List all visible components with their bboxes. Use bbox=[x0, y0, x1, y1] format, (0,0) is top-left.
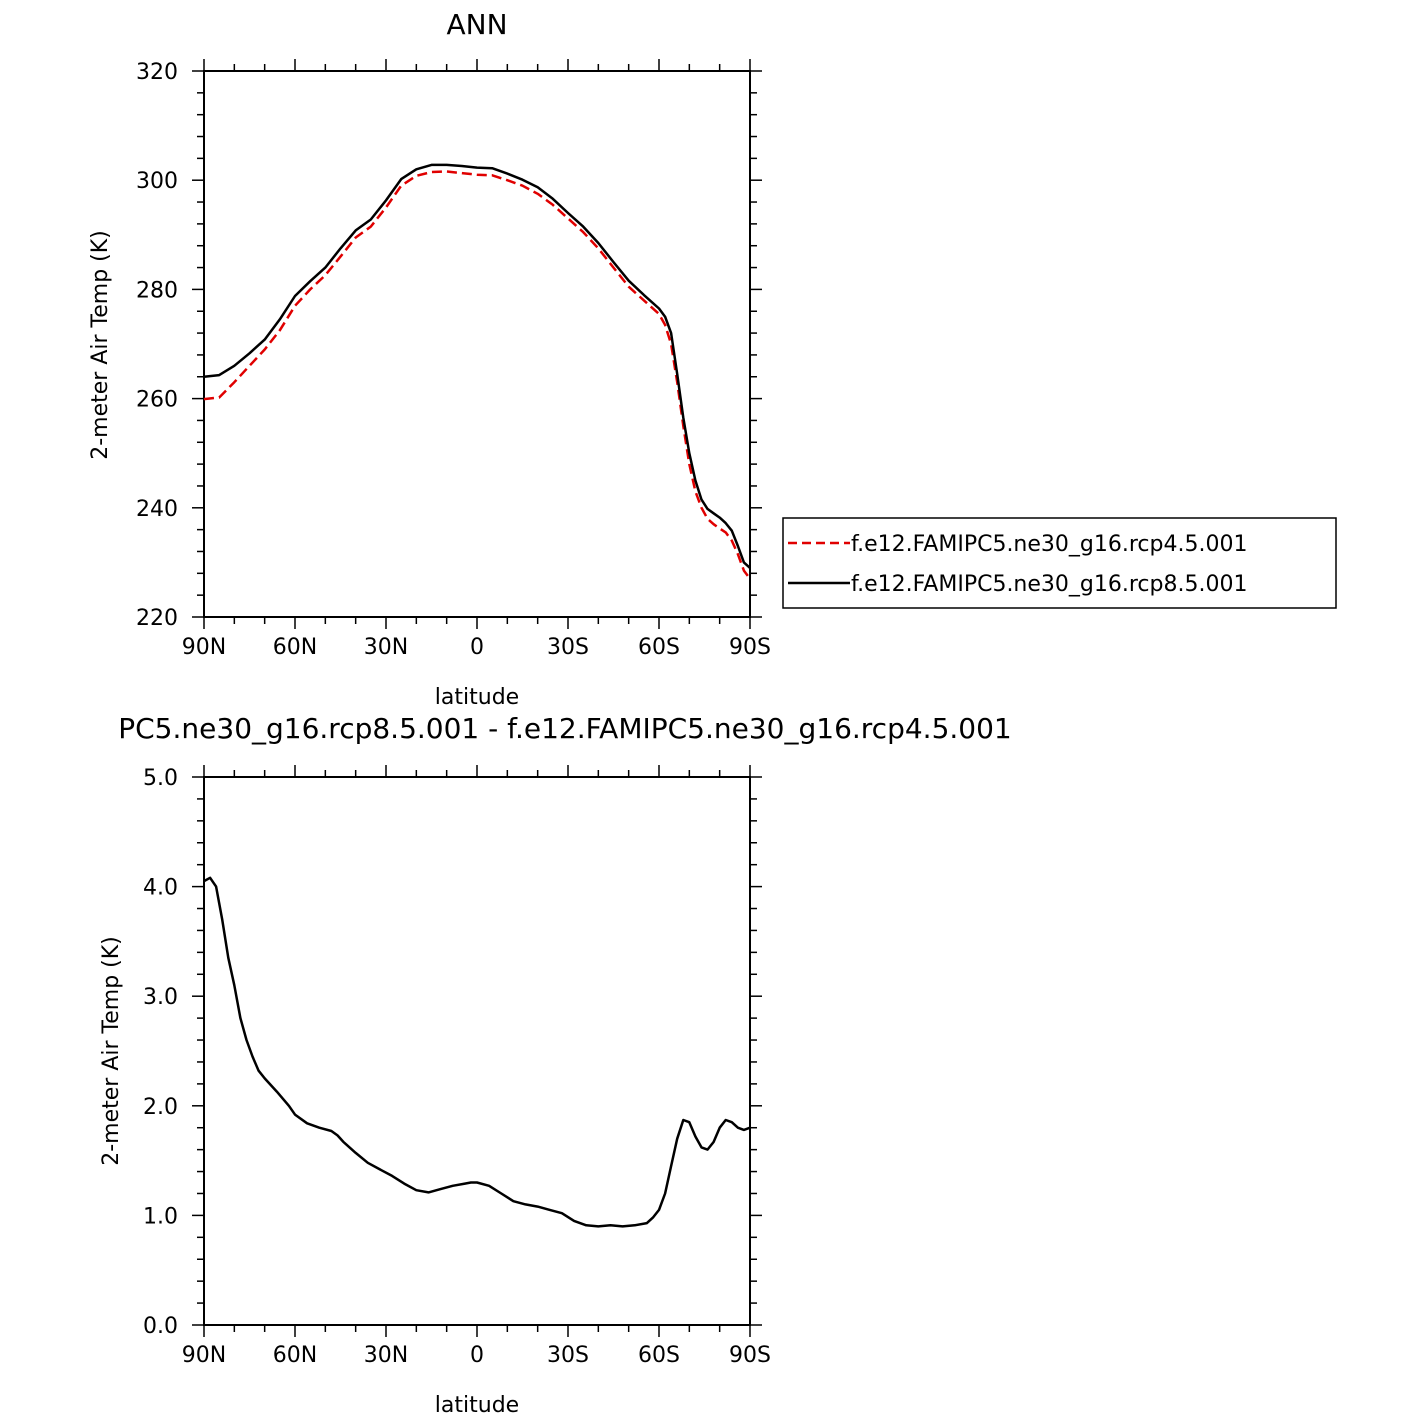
top-x-tick-label: 30N bbox=[364, 635, 408, 660]
top-series-line-0 bbox=[203, 170, 752, 580]
top-x-tick-label: 0 bbox=[470, 635, 484, 660]
top-x-axis-label: latitude bbox=[435, 685, 519, 710]
legend-entry-rcp85: f.e12.FAMIPC5.ne30_g16.rcp8.5.001 bbox=[851, 572, 1247, 597]
bottom-y-tick-label: 5.0 bbox=[143, 766, 178, 791]
top-x-tick-label: 30S bbox=[547, 635, 589, 660]
legend-entry-rcp45: f.e12.FAMIPC5.ne30_g16.rcp4.5.001 bbox=[851, 532, 1247, 557]
bottom-x-tick-label: 0 bbox=[470, 1343, 484, 1368]
bottom-y-tick-label: 3.0 bbox=[143, 985, 178, 1010]
legend: f.e12.FAMIPC5.ne30_g16.rcp4.5.001 f.e12.… bbox=[782, 517, 1337, 609]
top-plot-frame bbox=[203, 70, 751, 618]
bottom-x-tick-label: 30N bbox=[364, 1343, 408, 1368]
bottom-y-tick-label: 1.0 bbox=[143, 1204, 178, 1229]
bottom-panel-title: PC5.ne30_g16.rcp8.5.001 - f.e12.FAMIPC5.… bbox=[118, 712, 1011, 745]
top-y-tick-label: 240 bbox=[136, 497, 178, 522]
top-x-tick-label: 90N bbox=[182, 635, 226, 660]
bottom-plot-frame bbox=[203, 776, 751, 1326]
bottom-y-tick-label: 2.0 bbox=[143, 1095, 178, 1120]
top-panel: ANN 90N 60N 30N 0 30S 60S 90S 220 240 260 280 300 32… bbox=[88, 8, 771, 710]
top-y-tick-label: 320 bbox=[136, 60, 178, 85]
top-x-tick-label: 60N bbox=[273, 635, 317, 660]
bottom-x-tick-label: 90S bbox=[729, 1343, 771, 1368]
top-y-tick-label: 280 bbox=[136, 278, 178, 303]
top-y-axis-label: 2-meter Air Temp (K) bbox=[88, 230, 113, 460]
bottom-x-tick-label: 60S bbox=[638, 1343, 680, 1368]
bottom-panel: PC5.ne30_g16.rcp8.5.001 - f.e12.FAMIPC5.… bbox=[99, 712, 1012, 1418]
bottom-y-tick-label: 4.0 bbox=[143, 876, 178, 901]
top-x-tick-label: 60S bbox=[638, 635, 680, 660]
top-x-tick-label: 90S bbox=[729, 635, 771, 660]
bottom-x-tick-label: 60N bbox=[273, 1343, 317, 1368]
top-y-tick-label: 260 bbox=[136, 388, 178, 413]
bottom-x-axis-label: latitude bbox=[435, 1393, 519, 1418]
bottom-x-tick-label: 90N bbox=[182, 1343, 226, 1368]
top-plot-area: 90N 60N 30N 0 30S 60S 90S 220 240 260 280 300 320 bbox=[136, 59, 771, 660]
bottom-x-tick-label: 30S bbox=[547, 1343, 589, 1368]
legend-box bbox=[782, 517, 1337, 609]
bottom-plot-area: 90N 60N 30N 0 30S 60S 90S 0.0 1.0 2.0 3.0 4.0 5.0 bbox=[143, 765, 771, 1368]
top-y-tick-label: 220 bbox=[136, 606, 178, 631]
bottom-y-tick-label: 0.0 bbox=[143, 1314, 178, 1339]
bottom-y-axis-label: 2-meter Air Temp (K) bbox=[99, 936, 124, 1166]
top-panel-title: ANN bbox=[446, 8, 507, 41]
top-series-line-1 bbox=[203, 163, 751, 569]
bottom-series-line-0 bbox=[203, 876, 751, 1228]
top-y-tick-label: 300 bbox=[136, 169, 178, 194]
